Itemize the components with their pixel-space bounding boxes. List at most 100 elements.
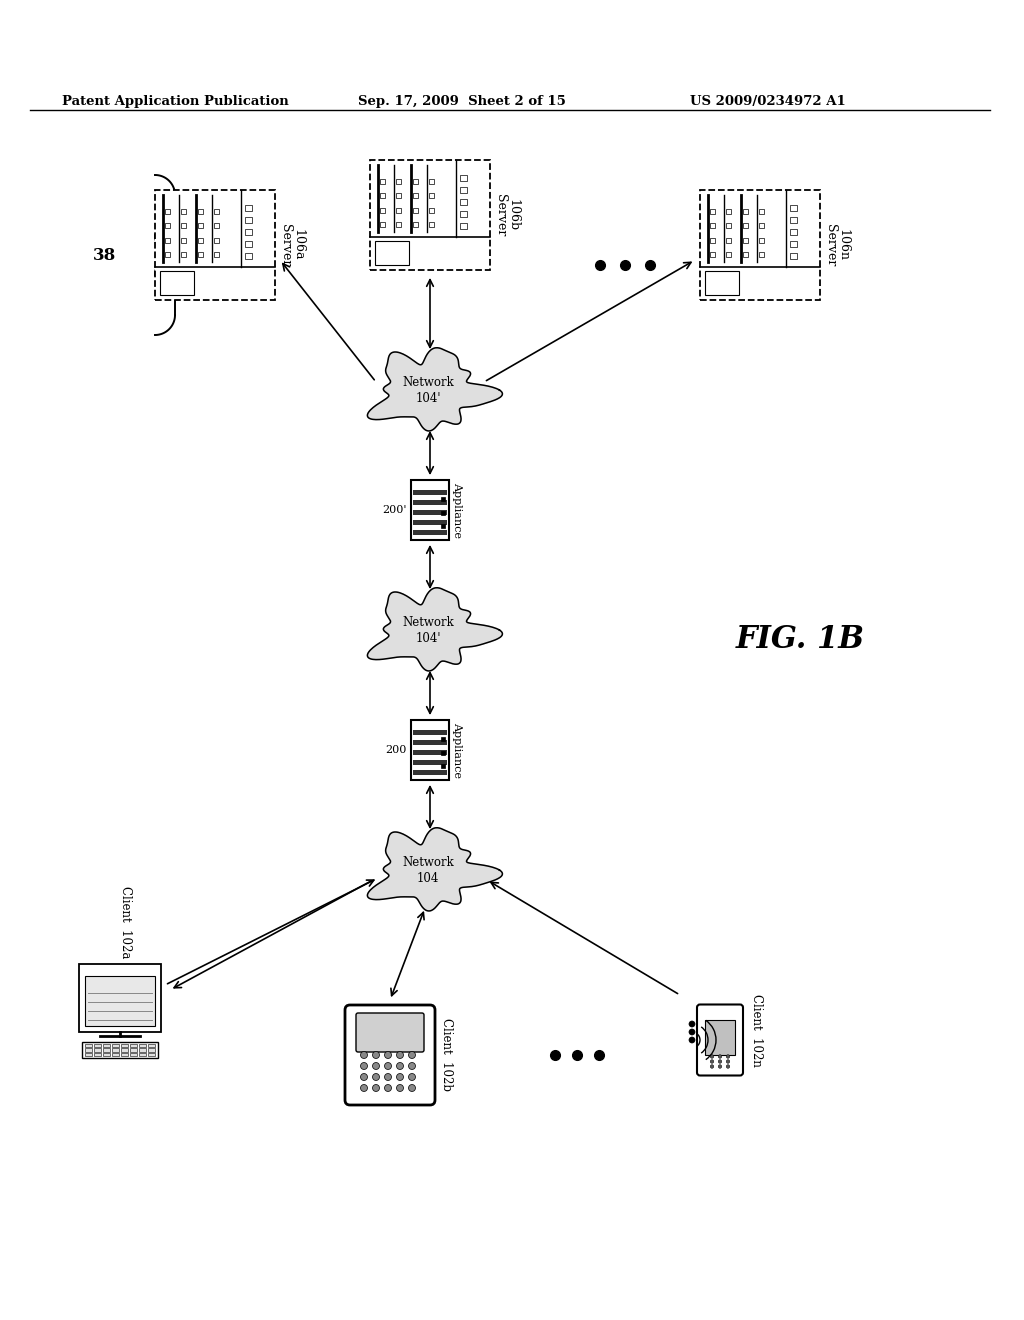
Bar <box>429 207 434 213</box>
Bar <box>742 252 748 257</box>
Bar <box>411 719 449 780</box>
Bar <box>181 252 186 257</box>
Circle shape <box>384 1073 391 1081</box>
Bar <box>413 490 447 495</box>
Text: Client  102a: Client 102a <box>119 886 131 958</box>
Bar <box>461 176 467 181</box>
Bar <box>441 511 445 515</box>
Bar <box>705 1019 735 1055</box>
Bar <box>413 180 418 183</box>
Bar <box>130 1048 137 1052</box>
Bar <box>139 1048 146 1052</box>
Bar <box>380 194 385 198</box>
Bar <box>246 242 252 247</box>
Bar <box>726 209 731 214</box>
Text: 104': 104' <box>416 392 440 404</box>
Circle shape <box>409 1063 416 1069</box>
Bar <box>429 194 434 198</box>
Bar <box>214 252 219 257</box>
Bar <box>413 760 447 766</box>
Bar <box>121 1052 128 1056</box>
Bar <box>413 730 447 735</box>
Circle shape <box>396 1085 403 1092</box>
Bar <box>461 199 467 205</box>
Bar <box>742 209 748 214</box>
Bar <box>413 741 447 744</box>
Text: 38: 38 <box>93 247 117 264</box>
Bar <box>214 209 219 214</box>
Text: Client  102n: Client 102n <box>750 994 763 1067</box>
Bar <box>441 738 445 742</box>
Bar <box>130 1044 137 1047</box>
Circle shape <box>373 1085 380 1092</box>
Bar <box>165 238 170 243</box>
Bar <box>375 240 409 265</box>
Bar <box>441 524 445 528</box>
Bar <box>726 252 731 257</box>
Text: Network: Network <box>402 616 454 630</box>
Bar <box>246 230 252 235</box>
Bar <box>79 964 161 1032</box>
FancyBboxPatch shape <box>345 1005 435 1105</box>
Bar <box>198 252 203 257</box>
Text: 106a: 106a <box>291 230 304 261</box>
Text: Client  102b: Client 102b <box>440 1019 453 1092</box>
Circle shape <box>373 1052 380 1059</box>
Text: 104': 104' <box>416 631 440 644</box>
Text: Server: Server <box>279 224 292 267</box>
Bar <box>791 253 798 259</box>
Bar <box>461 223 467 228</box>
Bar <box>380 207 385 213</box>
Text: Appliance: Appliance <box>452 722 462 777</box>
Bar <box>139 1052 146 1056</box>
Bar <box>413 510 447 515</box>
Bar <box>396 180 401 183</box>
Bar <box>441 764 445 768</box>
Circle shape <box>409 1073 416 1081</box>
Bar <box>396 222 401 227</box>
Bar <box>94 1052 101 1056</box>
Bar <box>441 498 445 502</box>
Bar <box>85 1048 92 1052</box>
Bar <box>380 180 385 183</box>
Circle shape <box>689 1038 695 1043</box>
Bar <box>759 238 764 243</box>
Bar <box>413 500 447 506</box>
Circle shape <box>360 1085 368 1092</box>
Text: Appliance: Appliance <box>452 482 462 539</box>
Bar <box>710 252 715 257</box>
Bar <box>181 238 186 243</box>
Bar <box>726 238 731 243</box>
Circle shape <box>360 1073 368 1081</box>
Circle shape <box>373 1063 380 1069</box>
Bar <box>413 770 447 775</box>
Bar <box>700 190 820 300</box>
Bar <box>148 1052 155 1056</box>
Circle shape <box>726 1060 730 1064</box>
Text: 106n: 106n <box>836 228 849 261</box>
Text: Network: Network <box>402 857 454 870</box>
Bar <box>246 218 252 223</box>
Bar <box>413 531 447 535</box>
Bar <box>380 222 385 227</box>
Bar <box>94 1048 101 1052</box>
Bar <box>726 223 731 228</box>
Bar <box>710 209 715 214</box>
Bar <box>85 1052 92 1056</box>
Circle shape <box>718 1060 722 1064</box>
Bar <box>160 271 194 294</box>
Bar <box>705 271 738 294</box>
Text: Patent Application Publication: Patent Application Publication <box>62 95 289 108</box>
Circle shape <box>360 1063 368 1069</box>
Circle shape <box>711 1055 714 1059</box>
Bar <box>246 253 252 259</box>
Circle shape <box>360 1052 368 1059</box>
Bar <box>396 194 401 198</box>
Text: 200': 200' <box>383 506 407 515</box>
Circle shape <box>711 1060 714 1064</box>
Bar <box>246 206 252 211</box>
Circle shape <box>396 1052 403 1059</box>
Text: 106b: 106b <box>506 199 519 231</box>
Bar <box>198 238 203 243</box>
Circle shape <box>384 1085 391 1092</box>
